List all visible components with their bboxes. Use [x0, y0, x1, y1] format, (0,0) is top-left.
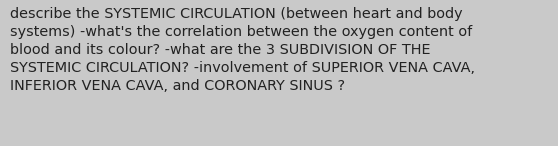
Text: describe the SYSTEMIC CIRCULATION (between heart and body
systems) -what's the c: describe the SYSTEMIC CIRCULATION (betwe… — [10, 7, 475, 93]
